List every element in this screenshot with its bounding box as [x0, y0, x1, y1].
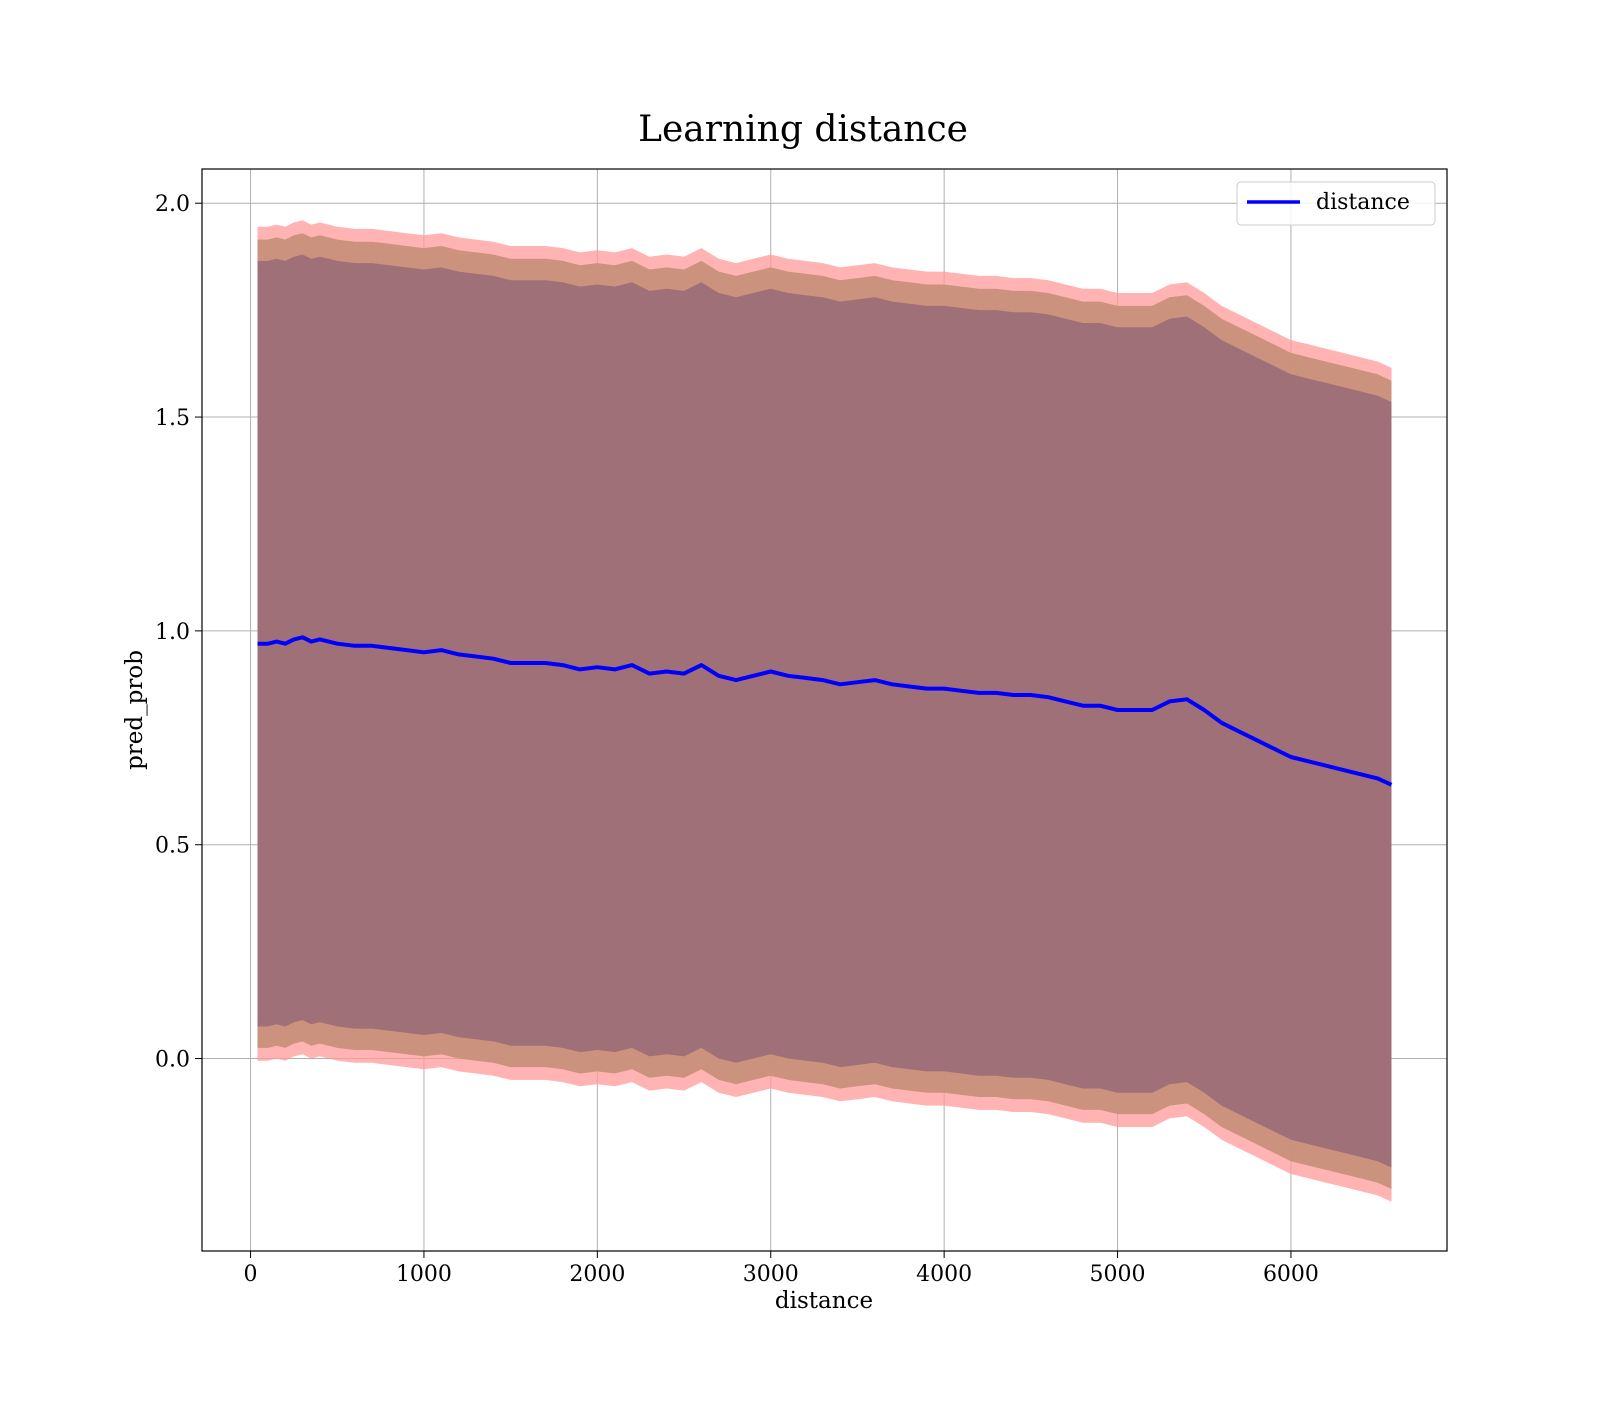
series-lines — [257, 635, 1393, 787]
confidence-bands — [257, 220, 1392, 1202]
x-tick-label: 4000 — [916, 1262, 972, 1287]
series-line-distance — [257, 635, 1393, 787]
x-tick-label: 3000 — [743, 1262, 799, 1287]
chart-title: Learning distance — [638, 109, 968, 150]
x-axis-label: distance — [775, 1288, 873, 1314]
x-tick-label: 2000 — [569, 1262, 625, 1287]
y-tick-label: 1.5 — [155, 406, 190, 431]
x-tick-label: 6000 — [1263, 1262, 1319, 1287]
legend-label-distance: distance — [1316, 190, 1410, 215]
x-tick-label: 5000 — [1090, 1262, 1146, 1287]
legend: distance — [1236, 181, 1436, 226]
y-axis-label: pred_prob — [122, 650, 148, 770]
axis-ticks: 0 1000 2000 3000 4000 5000 6000 0.0 0.5 1.0 1.5 2.0 — [155, 192, 1319, 1287]
plot-frame — [201, 168, 1448, 1252]
band-inner — [257, 254, 1392, 1168]
y-tick-label: 0.0 — [155, 1048, 190, 1073]
y-tick-label: 2.0 — [155, 192, 190, 217]
x-tick-label: 1000 — [396, 1262, 452, 1287]
y-tick-label: 0.5 — [155, 834, 190, 859]
x-tick-label: 0 — [244, 1262, 258, 1287]
y-tick-label: 1.0 — [155, 620, 190, 645]
legend-box — [1236, 181, 1436, 226]
